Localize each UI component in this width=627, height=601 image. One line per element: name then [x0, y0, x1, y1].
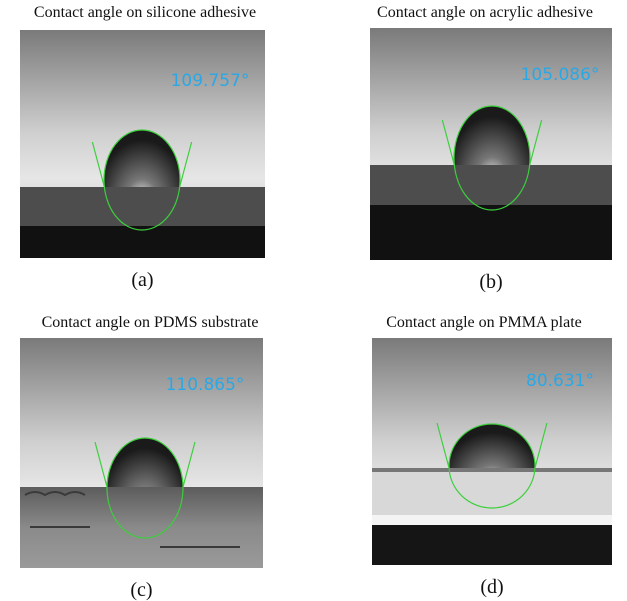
figure: Contact angle on silicone adhesive (a) 109… [0, 0, 627, 601]
dark-base [372, 525, 612, 565]
angle-label: 109.757° [171, 71, 250, 91]
droplet-image: 110.865° [20, 338, 263, 568]
droplet-image: 109.757° [20, 30, 265, 258]
substrate [372, 468, 612, 472]
substrate-edge [372, 515, 612, 525]
droplet-image: 80.631° [372, 338, 612, 565]
substrate [370, 165, 612, 205]
panel-title: Contact angle on PDMS substrate [42, 314, 259, 331]
panel-caption: (d) [480, 576, 503, 598]
panel-title: Contact angle on acrylic adhesive [377, 4, 593, 21]
panel-title: Contact angle on PMMA plate [386, 314, 582, 331]
substrate [20, 187, 265, 226]
dark-base [370, 205, 612, 260]
angle-label: 105.086° [521, 65, 600, 85]
droplet-image: 105.086° [370, 28, 612, 260]
angle-label: 80.631° [526, 371, 594, 391]
dark-base [20, 226, 265, 258]
panel-caption: (b) [479, 271, 502, 293]
panel-caption: (a) [131, 269, 153, 291]
panel-title: Contact angle on silicone adhesive [34, 4, 256, 21]
angle-label: 110.865° [166, 375, 245, 395]
panel-caption: (c) [130, 579, 152, 601]
